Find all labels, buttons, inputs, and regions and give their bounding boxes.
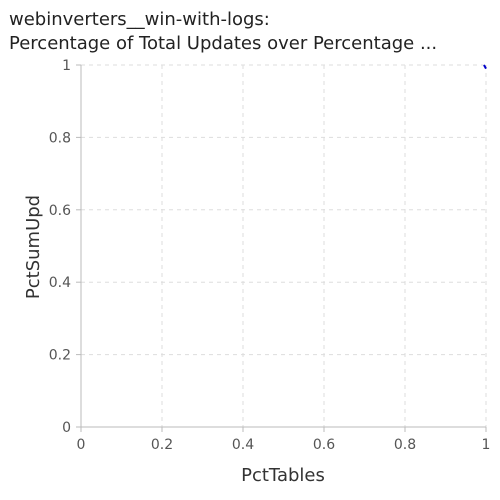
x-tick-label: 0.8 <box>394 437 416 453</box>
y-tick-label: 0.4 <box>49 275 71 291</box>
x-tick-label: 0.2 <box>151 437 173 453</box>
y-tick-label: 0 <box>62 420 71 436</box>
chart-title-line-2: Percentage of Total Updates over Percent… <box>9 33 438 54</box>
y-tick-label: 0.6 <box>49 203 71 219</box>
x-tick-label: 0.6 <box>313 437 335 453</box>
y-axis-title: PctSumUpd <box>23 195 44 299</box>
y-tick-label: 0.2 <box>49 348 71 364</box>
x-tick-labels: 0 0.2 0.4 0.6 0.8 1 <box>77 437 491 453</box>
x-tick-label: 0.4 <box>232 437 254 453</box>
grid-lines <box>81 64 487 427</box>
x-tick-label: 1 <box>482 437 491 453</box>
x-axis-title: PctTables <box>241 465 325 486</box>
chart-title-line-1: webinverters__win-with-logs: <box>9 9 270 30</box>
series-line <box>483 64 487 70</box>
y-tick-label: 1 <box>62 58 71 74</box>
y-tick-label: 0.8 <box>49 130 71 146</box>
axes <box>76 64 487 432</box>
data-series <box>483 64 487 70</box>
chart-title: webinverters__win-with-logs: Percentage … <box>9 8 494 56</box>
y-tick-labels: 0 0.2 0.4 0.6 0.8 1 <box>49 58 71 436</box>
x-tick-label: 0 <box>77 437 86 453</box>
